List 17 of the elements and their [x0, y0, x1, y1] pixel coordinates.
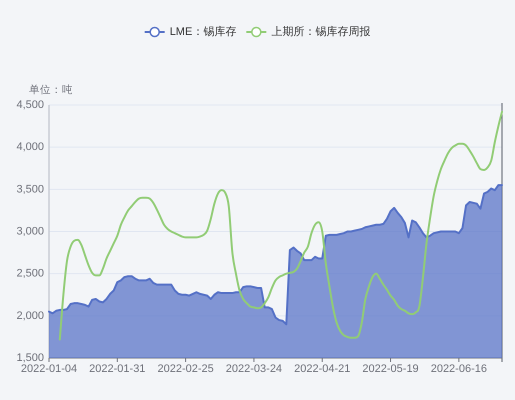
y-tick-label: 4,500	[16, 99, 44, 111]
legend-label: 上期所：锡库存周报	[271, 25, 370, 38]
y-tick-label: 2,000	[16, 310, 44, 322]
x-tick-label: 2022-03-24	[226, 363, 282, 375]
x-tick-label: 2022-02-25	[157, 363, 214, 375]
y-tick-label: 3,000	[16, 226, 44, 238]
x-tick-label: 2022-05-19	[362, 363, 419, 375]
y-tick-label: 3,500	[16, 183, 44, 196]
x-tick-label: 2022-06-16	[430, 363, 487, 375]
y-axis-title: 单位：吨	[29, 83, 73, 96]
y-tick-label: 2,500	[16, 268, 44, 280]
x-tick-label: 2022-01-04	[20, 363, 78, 375]
x-tick-label: 2022-01-31	[89, 363, 146, 375]
y-tick-label: 4,000	[16, 141, 44, 154]
x-tick-label: 2022-04-21	[294, 363, 350, 375]
y-tick-label: 1,500	[16, 352, 44, 364]
legend-label: LME：锡库存	[170, 25, 236, 38]
